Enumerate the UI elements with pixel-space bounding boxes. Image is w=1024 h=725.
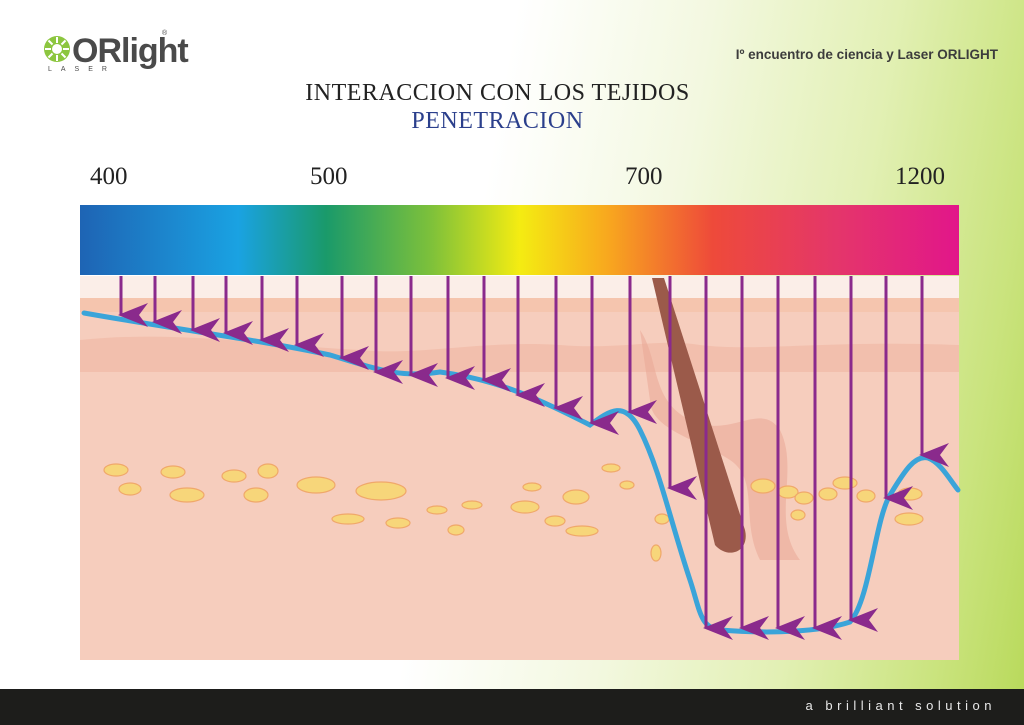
logo-wordmark: ORlight: [72, 32, 189, 70]
fat-cell: [897, 487, 923, 501]
fat-cell: [296, 476, 336, 494]
wavelength-label-500: 500: [310, 163, 348, 190]
fat-cell: [118, 482, 142, 496]
logo-registered-mark: ®: [162, 30, 168, 37]
fat-cell: [894, 512, 924, 526]
fat-cell: [856, 489, 876, 503]
fat-cell: [160, 465, 186, 479]
slide-subtitle: PENETRACION: [411, 108, 584, 134]
fat-cell: [355, 481, 407, 501]
fat-cell: [794, 491, 814, 505]
spectrum-bar: [80, 205, 959, 275]
fat-cells: [103, 463, 924, 562]
fat-cell: [619, 480, 635, 490]
fat-cell: [103, 463, 129, 477]
fat-cell: [601, 463, 621, 473]
fat-cell: [257, 463, 279, 479]
fat-cell: [562, 489, 590, 505]
fat-cell: [331, 513, 365, 525]
fat-cell: [565, 525, 599, 537]
fat-cell: [544, 515, 566, 527]
wavelength-label-400: 400: [90, 163, 128, 190]
fat-cell: [522, 482, 542, 492]
fat-cell: [461, 500, 483, 510]
fat-cell: [221, 469, 247, 483]
wavelength-label-700: 700: [625, 163, 663, 190]
logo-subtitle: LASER: [48, 66, 116, 73]
fat-cell: [243, 487, 269, 503]
fat-cell: [654, 513, 670, 525]
fat-cell: [832, 476, 858, 490]
slide-title: INTERACCION CON LOS TEJIDOS: [305, 80, 690, 106]
fat-cell: [650, 544, 662, 562]
orlight-logo: ORlight ® LASER: [42, 30, 189, 75]
fat-cell: [750, 478, 776, 494]
fat-cell: [385, 517, 411, 529]
wavelength-label-1200: 1200: [895, 163, 945, 190]
flower-logo-icon: [44, 36, 70, 62]
fat-cell: [169, 487, 205, 503]
hair-follicle: [652, 278, 746, 553]
fat-cell: [447, 524, 465, 536]
fat-cell: [818, 487, 838, 501]
fat-cell: [426, 505, 448, 515]
fat-cell: [790, 509, 806, 521]
fat-cell: [510, 500, 540, 514]
footer-bar: a brilliant solution: [0, 689, 1024, 725]
light-arrows: [118, 276, 949, 640]
event-title: Iº encuentro de ciencia y Laser ORLIGHT: [735, 47, 998, 62]
footer-slogan: a brilliant solution: [805, 698, 996, 713]
